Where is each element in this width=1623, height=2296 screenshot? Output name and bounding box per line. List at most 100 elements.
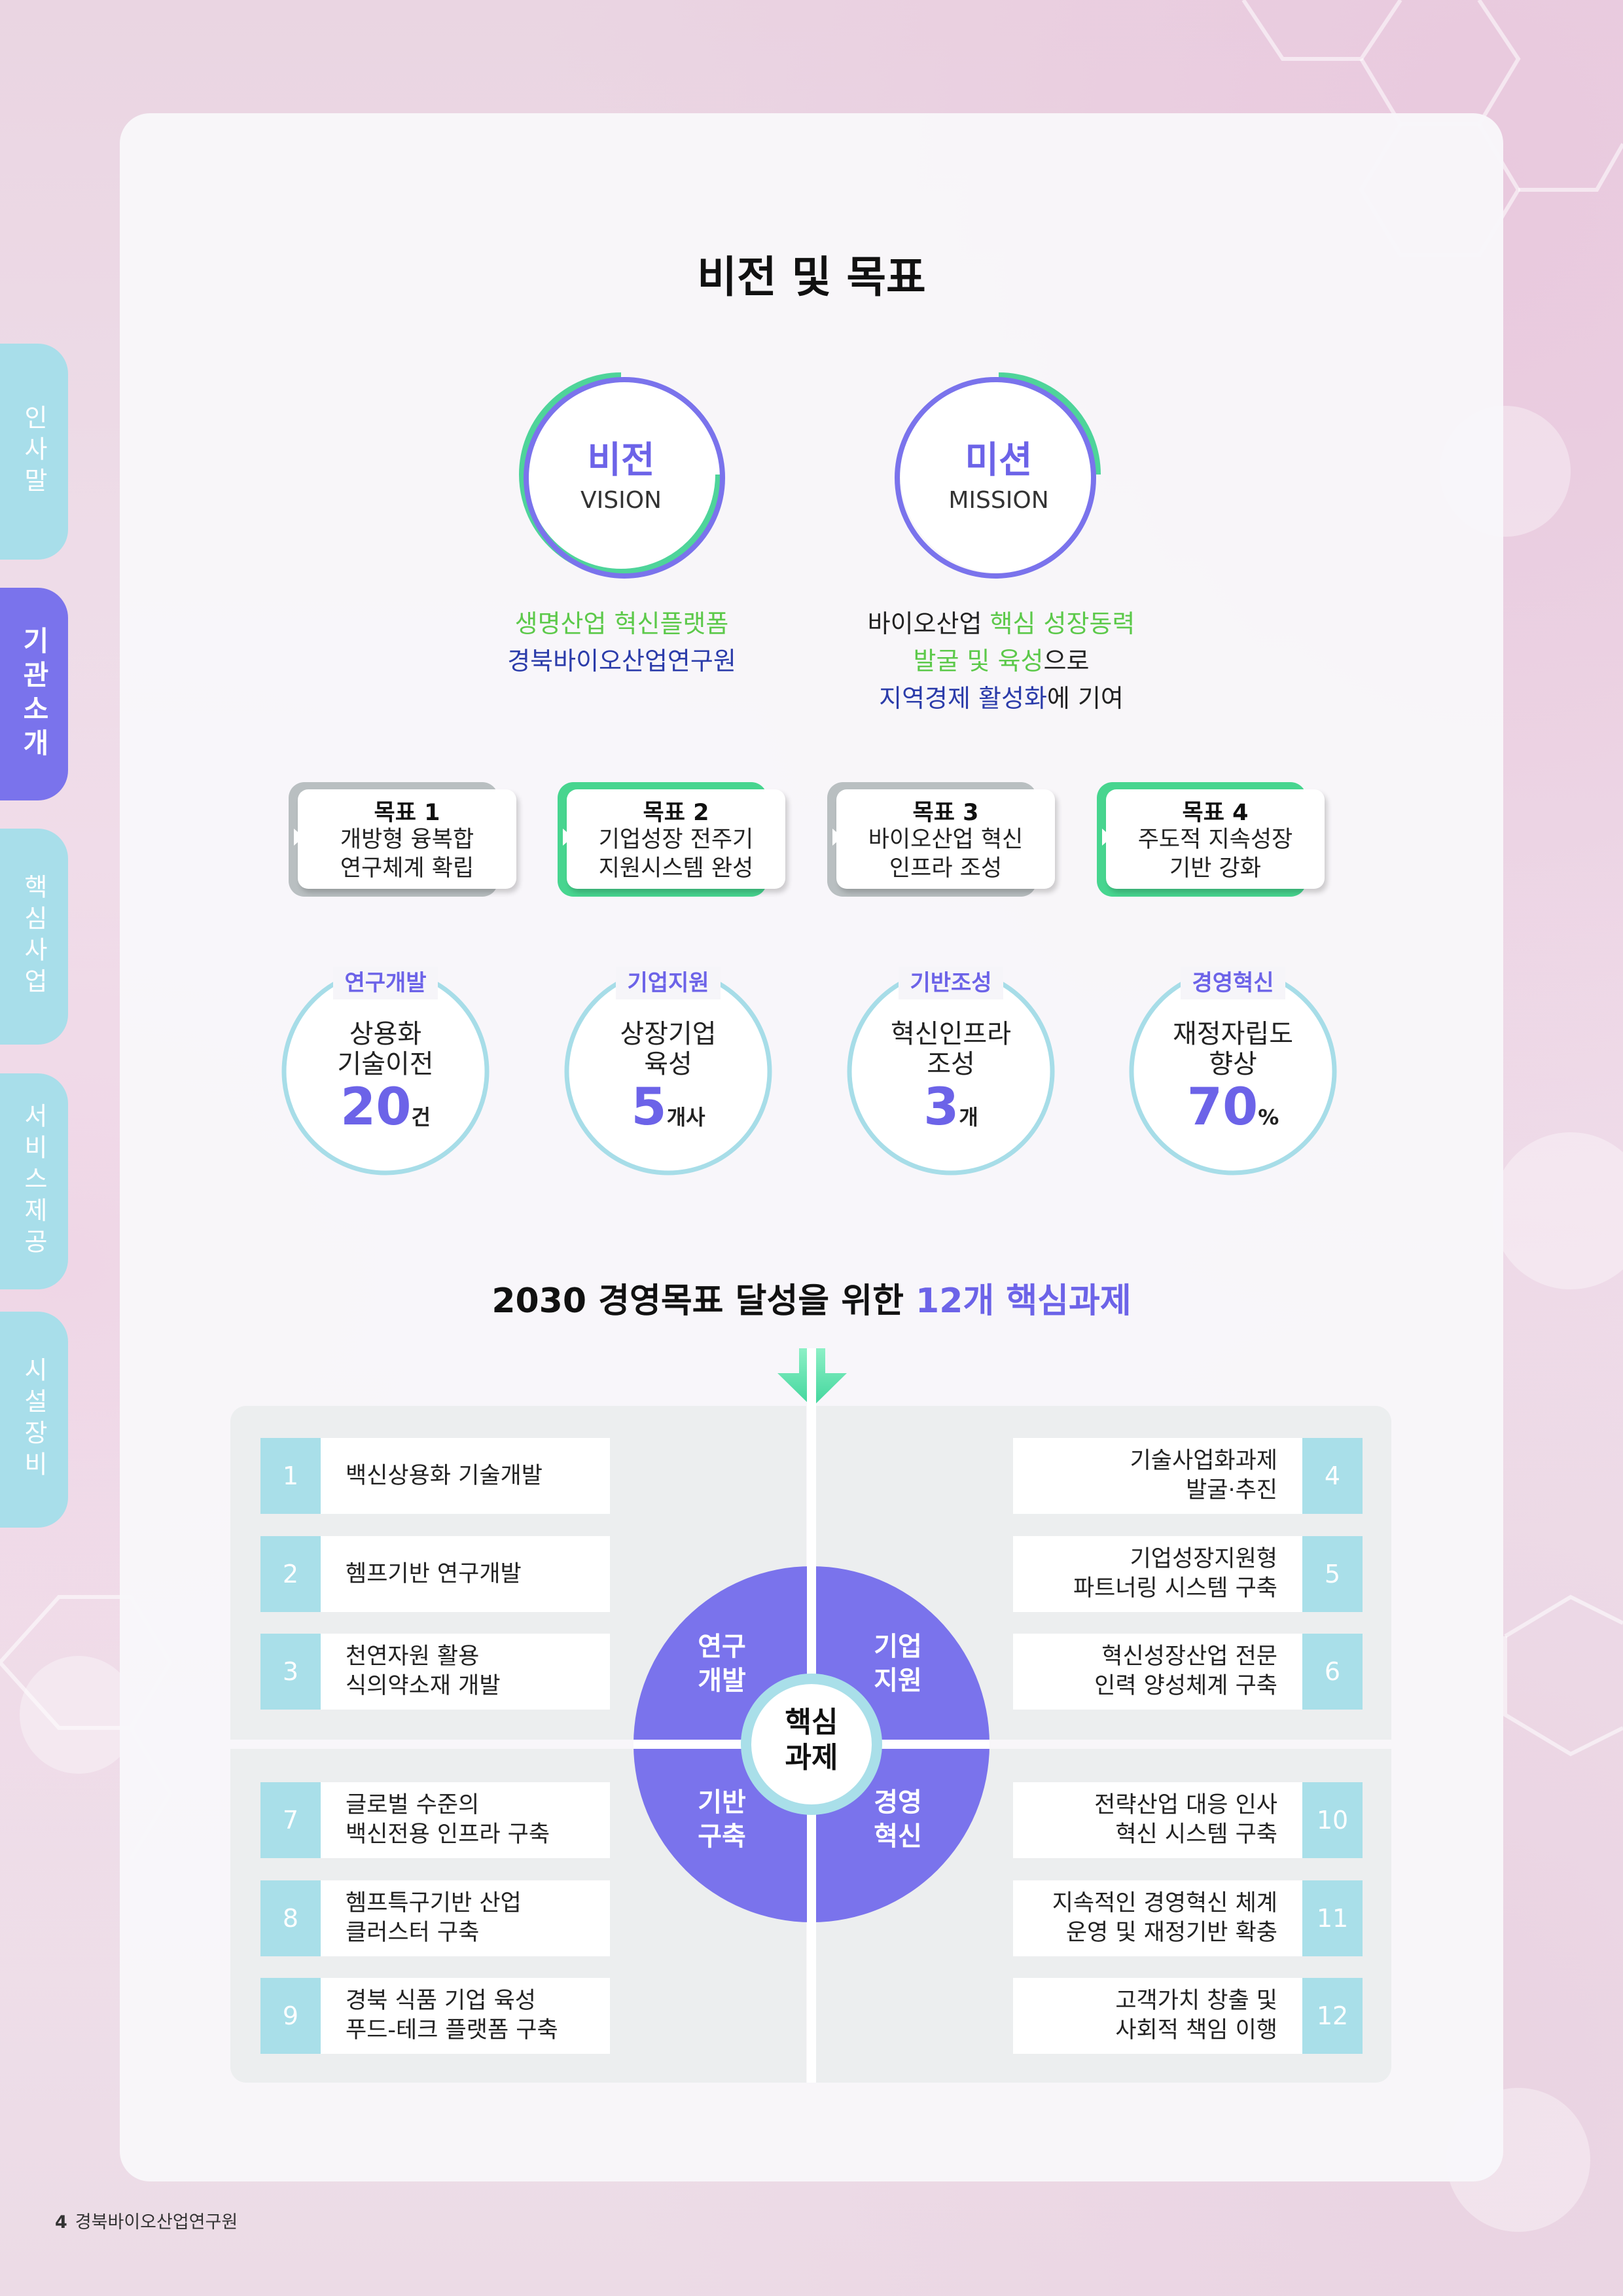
kpi-circle-rnd: 연구개발 상용화 기술이전 20건 <box>281 967 490 1176</box>
page-title: 비전 및 목표 <box>697 252 926 302</box>
task-text: 전략산업 대응 인사 혁신 시스템 구축 <box>1094 1791 1302 1850</box>
mission-line-2b: 으로 <box>1043 647 1090 675</box>
kpi-value: 70% <box>1128 1078 1338 1137</box>
vision-kr-label: 비전 <box>587 439 655 482</box>
quadrant-label-line: 경영 <box>874 1787 922 1818</box>
mission-line-3a: 지역경제 활성화 <box>879 684 1047 713</box>
task-text: 백신상용화 기술개발 <box>321 1462 543 1491</box>
kpi-text-line: 상용화 <box>349 1019 422 1049</box>
task-number: 5 <box>1302 1536 1363 1612</box>
quadrant-label-line: 지원 <box>874 1666 922 1696</box>
goal-text: 바이오산업 혁신 인프라 조성 <box>836 825 1055 883</box>
task-text: 경북 식품 기업 육성 푸드-테크 플랫폼 구축 <box>321 1986 558 2045</box>
mission-ring-graphic <box>895 372 1101 579</box>
goal-notch-arrow <box>832 829 842 846</box>
footer-org: 경북바이오산업연구원 <box>75 2212 238 2233</box>
kpi-circle-infra: 기반조성 혁신인프라 조성 3개 <box>846 967 1056 1176</box>
side-tab-services[interactable]: 서비스제공 <box>0 1073 68 1289</box>
side-tab-facilities[interactable]: 시설장비 <box>0 1312 68 1528</box>
kpi-number: 20 <box>340 1078 412 1137</box>
kpi-text-line: 육성 <box>644 1049 692 1079</box>
quadrant-label-management: 경영 혁신 <box>832 1785 963 1854</box>
mission-line-3: 지역경제 활성화에 기여 <box>812 680 1191 717</box>
kpi-text: 재정자립도 향상 <box>1128 1019 1338 1079</box>
task-box: 글로벌 수준의 백신전용 인프라 구축 <box>321 1782 610 1858</box>
kpi-text: 상용화 기술이전 <box>281 1019 490 1079</box>
mission-line-1: 바이오산업 핵심 성장동력 <box>812 605 1191 643</box>
vision-circle: 비전 VISION <box>517 370 725 579</box>
kpi-text-line: 향상 <box>1209 1049 1257 1079</box>
task-number: 9 <box>260 1978 321 2054</box>
side-tab-core-business[interactable]: 핵심사업 <box>0 829 68 1045</box>
task-box: 전략산업 대응 인사 혁신 시스템 구축 <box>1013 1782 1302 1858</box>
goal-text-line: 바이오산업 혁신 <box>868 827 1024 853</box>
side-tab-greeting[interactable]: 인사말 <box>0 344 68 560</box>
mission-line-3b: 에 기여 <box>1046 684 1124 713</box>
task-line: 헴프기반 연구개발 <box>346 1560 522 1587</box>
task-text: 기업성장지원형 파트너링 시스템 구축 <box>1073 1545 1302 1604</box>
mission-en-label: MISSION <box>948 487 1049 514</box>
task-number: 2 <box>260 1536 321 1612</box>
goal-card-2: 목표 2 기업성장 전주기 지원시스템 완성 <box>558 782 785 897</box>
task-line: 운영 및 재정기반 확충 <box>1065 1920 1277 1946</box>
kpi-value: 5개사 <box>563 1078 773 1137</box>
kpi-circle-business: 기업지원 상장기업 육성 5개사 <box>563 967 773 1176</box>
down-arrow-icon <box>777 1348 847 1407</box>
task-line: 혁신 시스템 구축 <box>1115 1821 1277 1848</box>
task-line: 기술사업화과제 <box>1130 1448 1277 1474</box>
goal-text: 주도적 지속성장 기반 강화 <box>1106 825 1325 883</box>
goal-notch-arrow <box>1102 829 1112 846</box>
kpi-unit: 개사 <box>666 1105 705 1130</box>
task-line: 발굴·추진 <box>1186 1477 1277 1503</box>
goal-card-3: 목표 3 바이오산업 혁신 인프라 조성 <box>827 782 1055 897</box>
task-text: 고객가치 창출 및 사회적 책임 이행 <box>1115 1986 1302 2045</box>
mission-statement: 바이오산업 핵심 성장동력 발굴 및 육성으로 지역경제 활성화에 기여 <box>812 605 1191 717</box>
goal-text-line: 인프라 조성 <box>889 855 1003 882</box>
task-text: 글로벌 수준의 백신전용 인프라 구축 <box>321 1791 550 1850</box>
task-text: 헴프특구기반 산업 클러스터 구축 <box>321 1889 522 1948</box>
task-line: 백신상용화 기술개발 <box>346 1462 543 1489</box>
quadrant-label-line: 기반 <box>698 1787 746 1818</box>
task-box: 고객가치 창출 및 사회적 책임 이행 <box>1013 1978 1302 2054</box>
kpi-unit: % <box>1258 1105 1279 1130</box>
task-text: 혁신성장산업 전문 인력 양성체계 구축 <box>1094 1642 1302 1701</box>
goal-text: 개방형 융복합 연구체계 확립 <box>298 825 516 883</box>
side-tab-label: 시설장비 <box>19 1357 48 1482</box>
tasks-title-highlight: 12개 핵심과제 <box>916 1282 1132 1321</box>
kpi-number: 3 <box>923 1078 959 1137</box>
task-line: 푸드-테크 플랫폼 구축 <box>346 2017 558 2043</box>
kpi-unit: 개 <box>959 1105 978 1130</box>
kpi-tag: 기업지원 <box>616 967 721 999</box>
mission-line-2: 발굴 및 육성으로 <box>812 643 1191 680</box>
kpi-value: 20건 <box>281 1078 490 1137</box>
task-box: 백신상용화 기술개발 <box>321 1438 610 1514</box>
goal-card-face <box>836 789 1055 889</box>
goal-title: 목표 2 <box>643 800 709 826</box>
task-line: 지속적인 경영혁신 체계 <box>1052 1890 1277 1916</box>
task-number: 4 <box>1302 1438 1363 1514</box>
task-text: 천연자원 활용 식의약소재 개발 <box>321 1642 501 1701</box>
task-line: 천연자원 활용 <box>346 1643 480 1670</box>
task-box: 경북 식품 기업 육성 푸드-테크 플랫폼 구축 <box>321 1978 610 2054</box>
goal-notch-arrow <box>563 829 573 846</box>
side-tab-label: 기관소개 <box>18 626 50 762</box>
kpi-text-line: 기술이전 <box>337 1049 434 1079</box>
vision-statement: 생명산업 혁신플랫폼 경북바이오산업연구원 <box>458 605 785 680</box>
center-label-line: 과제 <box>785 1741 838 1774</box>
goal-card-face <box>1106 789 1325 889</box>
side-tab-about[interactable]: 기관소개 <box>0 588 68 800</box>
kpi-text-line: 상장기업 <box>620 1019 717 1049</box>
goal-text-line: 개방형 융복합 <box>340 827 474 853</box>
goal-text-line: 주도적 지속성장 <box>1137 827 1293 853</box>
quadrant-label-line: 개발 <box>698 1666 746 1696</box>
task-box: 헴프특구기반 산업 클러스터 구축 <box>321 1880 610 1956</box>
kpi-text: 혁신인프라 조성 <box>846 1019 1056 1079</box>
quadrant-label-line: 기업 <box>874 1632 922 1662</box>
center-label-line: 핵심 <box>785 1706 838 1739</box>
task-line: 사회적 책임 이행 <box>1115 2017 1277 2043</box>
task-box: 천연자원 활용 식의약소재 개발 <box>321 1634 610 1710</box>
task-number: 6 <box>1302 1634 1363 1710</box>
